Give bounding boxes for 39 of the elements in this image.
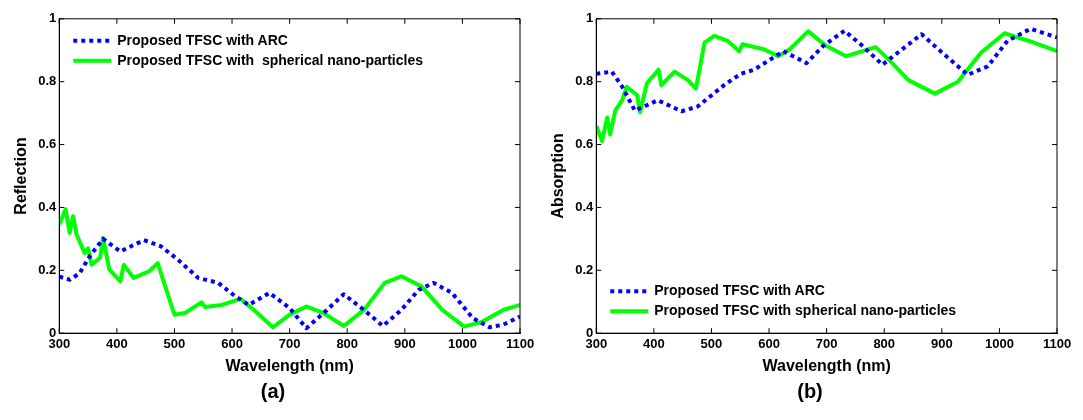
y-tick-label: 0.6 [575, 136, 594, 152]
y-axis-title: Absorption [549, 133, 567, 219]
y-tick-label: 0.6 [38, 136, 57, 152]
y-tick-label: 0.8 [38, 73, 57, 89]
legend-label: Proposed TFSC with ARC [654, 282, 825, 299]
y-tick-label: 0.2 [38, 261, 57, 277]
x-tick-label: 700 [815, 335, 838, 351]
y-tick-label: 0.8 [575, 73, 594, 89]
x-tick-label: 400 [106, 335, 128, 351]
y-tick-label: 1 [49, 10, 57, 26]
legend-label: Proposed TFSC with spherical nano-particles [117, 51, 424, 68]
legend-label: Proposed TFSC with spherical nano-particles [654, 302, 957, 319]
x-axis-title: Wavelength (nm) [762, 356, 891, 374]
x-tick-label: 500 [163, 335, 186, 351]
y-tick-label: 0 [586, 324, 594, 340]
x-tick-label: 700 [278, 335, 301, 351]
x-axis-title: Wavelength (nm) [225, 356, 354, 374]
y-tick-label: 0.2 [575, 261, 594, 277]
x-tick-label: 900 [393, 335, 416, 351]
x-tick-label: 600 [221, 335, 243, 351]
x-tick-label: 1100 [1042, 335, 1072, 351]
x-tick-label: 800 [873, 335, 896, 351]
y-tick-label: 0.4 [38, 199, 58, 215]
text: (a) [260, 379, 286, 404]
y-tick-label: 0 [49, 324, 57, 340]
x-tick-label: 1000 [447, 335, 477, 351]
x-tick-label: 1100 [505, 335, 535, 351]
legend-label: Proposed TFSC with ARC [117, 31, 288, 48]
y-axis-title: Reflection [12, 137, 30, 215]
y-tick-label: 1 [586, 10, 594, 26]
x-tick-label: 500 [700, 335, 723, 351]
x-tick-label: 600 [758, 335, 780, 351]
x-tick-label: 400 [643, 335, 665, 351]
y-tick-label: 0.4 [575, 199, 595, 215]
x-tick-label: 900 [930, 335, 953, 351]
text: (b) [797, 379, 823, 404]
x-tick-label: 800 [336, 335, 359, 351]
x-tick-label: 1000 [984, 335, 1014, 351]
line-series [596, 26, 1057, 114]
